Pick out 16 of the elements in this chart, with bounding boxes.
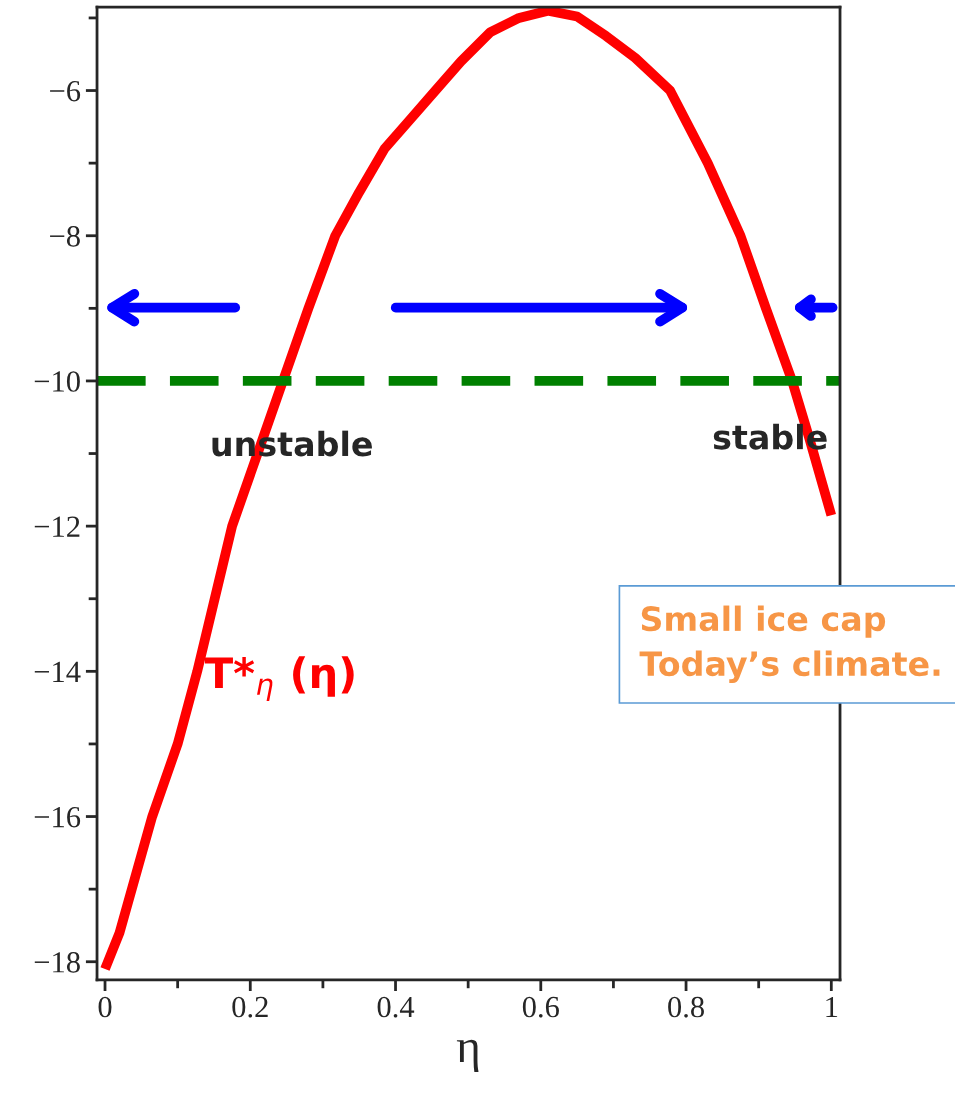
x-axis-title: η bbox=[456, 1039, 479, 1072]
x-tick-label: 0.8 bbox=[668, 996, 704, 1018]
x-tick-label: 1 bbox=[826, 996, 838, 1018]
x-tick-label: 0.2 bbox=[232, 996, 268, 1018]
x-tick-label: 0 bbox=[98, 996, 112, 1018]
y-tick-label: −14 bbox=[34, 661, 81, 682]
y-tick-label: −10 bbox=[34, 371, 80, 392]
y-tick-label: −8 bbox=[50, 226, 80, 247]
y-tick-label: −18 bbox=[34, 952, 80, 973]
x-tick-label: 0.4 bbox=[377, 996, 415, 1018]
series-label: T*$_{η}$ (η) bbox=[204, 656, 354, 701]
y-tick-label: −12 bbox=[34, 516, 80, 537]
x-tick-label: 0.6 bbox=[522, 996, 559, 1018]
y-tick-label: −16 bbox=[34, 806, 81, 828]
annotation: Small ice cap Today’s climate. bbox=[639, 605, 940, 683]
y-tick-label: −6 bbox=[50, 80, 81, 102]
